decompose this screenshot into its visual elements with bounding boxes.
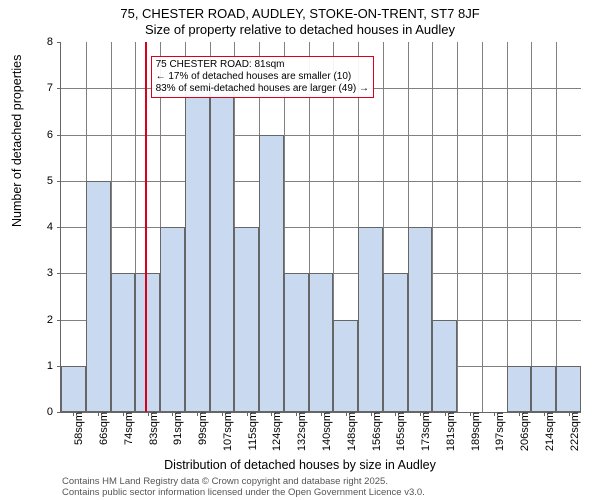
bar (86, 181, 111, 412)
ytick-label: 3 (23, 267, 53, 279)
attribution-text: Contains HM Land Registry data © Crown c… (62, 476, 425, 498)
xtick-label: 91sqm (172, 412, 184, 445)
xtick-label: 222sqm (569, 412, 581, 451)
gridline-v (507, 42, 508, 412)
xtick-label: 132sqm (296, 412, 308, 451)
bar (185, 88, 210, 412)
xtick-label: 83sqm (148, 412, 160, 445)
gridline-h (61, 227, 581, 228)
xtick-label: 173sqm (420, 412, 432, 451)
ytick-mark (57, 412, 61, 413)
attribution-line2: Contains public sector information licen… (62, 487, 425, 498)
bar (531, 366, 556, 412)
gridline-v (482, 42, 483, 412)
gridline-h (61, 135, 581, 136)
bar (135, 273, 160, 412)
chart-container: 75, CHESTER ROAD, AUDLEY, STOKE-ON-TRENT… (0, 0, 600, 500)
xtick-label: 115sqm (247, 412, 259, 450)
bar (507, 366, 532, 412)
bar (160, 227, 185, 412)
bar (111, 273, 136, 412)
bar (210, 88, 235, 412)
xtick-label: 58sqm (73, 412, 85, 445)
ytick-mark (57, 181, 61, 182)
xtick-label: 156sqm (371, 412, 383, 451)
x-axis-label: Distribution of detached houses by size … (0, 458, 600, 472)
ytick-mark (57, 42, 61, 43)
bar (383, 273, 408, 412)
xtick-label: 140sqm (321, 412, 333, 451)
xtick-label: 124sqm (271, 412, 283, 451)
xtick-label: 66sqm (98, 412, 110, 445)
bar (309, 273, 334, 412)
xtick-label: 99sqm (197, 412, 209, 445)
gridline-v (531, 42, 532, 412)
ytick-mark (57, 227, 61, 228)
plot-area: 01234567858sqm66sqm74sqm83sqm91sqm99sqm1… (60, 42, 581, 413)
bar (333, 320, 358, 413)
xtick-label: 189sqm (470, 412, 482, 451)
attribution-line1: Contains HM Land Registry data © Crown c… (62, 476, 425, 487)
gridline-v (556, 42, 557, 412)
gridline-h (61, 181, 581, 182)
bar (408, 227, 433, 412)
ytick-label: 1 (23, 360, 53, 372)
ytick-label: 2 (23, 314, 53, 326)
ytick-label: 8 (23, 36, 53, 48)
xtick-label: 107sqm (222, 412, 234, 451)
xtick-label: 165sqm (395, 412, 407, 451)
chart-title-line1: 75, CHESTER ROAD, AUDLEY, STOKE-ON-TRENT… (0, 6, 600, 21)
bar (284, 273, 309, 412)
marker-box-line2: ← 17% of detached houses are smaller (10… (156, 71, 369, 83)
chart-title-line2: Size of property relative to detached ho… (0, 22, 600, 37)
ytick-label: 4 (23, 221, 53, 233)
xtick-label: 197sqm (494, 412, 506, 451)
ytick-label: 7 (23, 82, 53, 94)
marker-box-line1: 75 CHESTER ROAD: 81sqm (156, 59, 369, 71)
ytick-mark (57, 88, 61, 89)
ytick-label: 6 (23, 129, 53, 141)
bar (358, 227, 383, 412)
xtick-label: 206sqm (519, 412, 531, 451)
gridline-v (457, 42, 458, 412)
bar (259, 135, 284, 413)
xtick-label: 181sqm (445, 412, 457, 451)
xtick-label: 214sqm (544, 412, 556, 451)
xtick-label: 148sqm (346, 412, 358, 451)
bar (61, 366, 86, 412)
y-axis-label: Number of detached properties (10, 55, 24, 227)
marker-box: 75 CHESTER ROAD: 81sqm← 17% of detached … (151, 56, 374, 98)
ytick-label: 0 (23, 406, 53, 418)
ytick-mark (57, 135, 61, 136)
bar (556, 366, 581, 412)
ytick-label: 5 (23, 175, 53, 187)
marker-line (145, 42, 147, 412)
ytick-mark (57, 320, 61, 321)
xtick-label: 74sqm (123, 412, 135, 445)
bar (234, 227, 259, 412)
bar (432, 320, 457, 413)
ytick-mark (57, 273, 61, 274)
marker-box-line3: 83% of semi-detached houses are larger (… (156, 83, 369, 95)
